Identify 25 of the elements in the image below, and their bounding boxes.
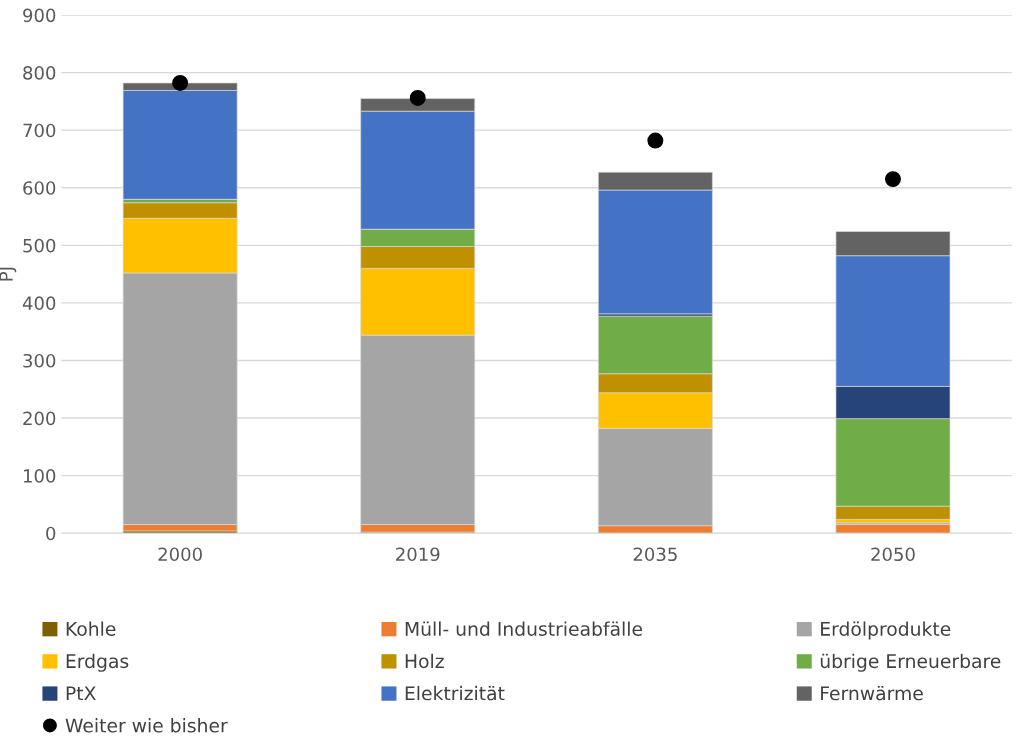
y-tick-label: 500 xyxy=(23,238,56,253)
y-tick-label: 100 xyxy=(23,469,56,483)
legend-label: übrige Erneuerbare xyxy=(820,653,1001,672)
legend-label: Fernwärme xyxy=(821,685,923,701)
y-tick-label: 600 xyxy=(23,181,56,195)
x-tick-label: 2050 xyxy=(871,547,915,562)
y-tick-label: 0 xyxy=(46,526,56,541)
y-tick-label: 300 xyxy=(23,353,56,368)
legend-label: Holz xyxy=(405,653,444,669)
y-tick-label: 700 xyxy=(23,123,56,138)
legend-label: Müll- und Industrieabfälle xyxy=(405,621,643,636)
y-tick-label: 400 xyxy=(22,296,56,311)
x-tick-label: 2019 xyxy=(396,547,440,562)
x-tick-label: 2000 xyxy=(158,547,202,562)
y-tick-label: 200 xyxy=(23,411,56,426)
y-tick-label: 900 xyxy=(23,8,56,23)
legend-label: Kohle xyxy=(66,621,116,636)
legend-label: Elektrizität xyxy=(405,685,505,701)
y-tick-label: 800 xyxy=(23,66,56,80)
x-tick-label: 2035 xyxy=(633,547,677,562)
legend-label: Erdölprodukte xyxy=(821,621,951,640)
legend-label: Erdgas xyxy=(66,653,129,672)
y-axis-title: PJ xyxy=(0,267,17,281)
legend-label: PtX xyxy=(66,686,96,701)
legend-label: Weiter wie bisher xyxy=(65,718,228,733)
